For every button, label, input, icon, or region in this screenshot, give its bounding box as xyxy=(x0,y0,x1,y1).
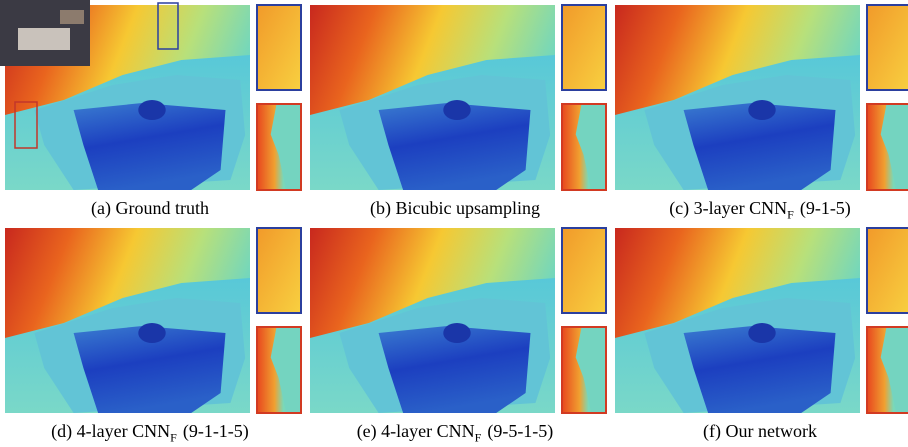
caption: (b) Bicubic upsampling xyxy=(305,198,605,219)
zoom-box-red xyxy=(14,101,38,149)
depth-map xyxy=(310,5,555,190)
inset-border xyxy=(256,103,302,191)
zoom-inset xyxy=(562,228,606,313)
inset-border xyxy=(256,227,302,314)
inset-border xyxy=(256,4,302,91)
depth-map xyxy=(615,228,860,413)
zoom-inset xyxy=(257,5,301,90)
caption: (a) Ground truth xyxy=(0,198,300,219)
zoom-inset xyxy=(257,104,301,190)
caption-caption: (e) 4-layer CNN xyxy=(356,421,475,441)
caption-subscript: F xyxy=(787,207,794,222)
depth-map xyxy=(5,228,250,413)
zoom-inset xyxy=(867,228,908,313)
caption-caption: (b) Bicubic upsampling xyxy=(370,198,540,218)
caption-caption: (c) 3-layer CNN xyxy=(669,198,788,218)
zoom-box-blue xyxy=(157,2,179,50)
zoom-inset xyxy=(562,327,606,413)
inset-border xyxy=(866,227,908,314)
caption-suffix: (9-1-5) xyxy=(799,198,851,218)
inset-border xyxy=(561,326,607,414)
caption: (d) 4-layer CNNF (9-1-1-5) xyxy=(0,421,300,446)
zoom-inset xyxy=(867,5,908,90)
caption-subscript: F xyxy=(474,430,482,445)
depth-map xyxy=(615,5,860,190)
caption-suffix: (9-5-1-5) xyxy=(487,421,554,441)
caption: (e) 4-layer CNNF (9-5-1-5) xyxy=(305,421,605,446)
rgb-window xyxy=(60,10,84,24)
zoom-inset xyxy=(867,104,908,190)
inset-border xyxy=(866,4,908,91)
caption-caption: (a) Ground truth xyxy=(91,198,209,218)
depth-map xyxy=(310,228,555,413)
inset-border xyxy=(561,103,607,191)
zoom-inset xyxy=(562,104,606,190)
inset-border xyxy=(866,103,908,191)
rgb-bed xyxy=(18,28,70,50)
caption-suffix: (9-1-1-5) xyxy=(182,421,249,441)
zoom-inset xyxy=(562,5,606,90)
caption-caption: (f) Our network xyxy=(703,421,817,441)
caption: (f) Our network xyxy=(610,421,908,442)
inset-border xyxy=(256,326,302,414)
inset-border xyxy=(561,4,607,91)
caption-subscript: F xyxy=(170,430,177,445)
zoom-inset xyxy=(867,327,908,413)
caption-caption: (d) 4-layer CNN xyxy=(51,421,171,441)
caption: (c) 3-layer CNNF (9-1-5) xyxy=(610,198,908,223)
inset-border xyxy=(866,326,908,414)
inset-border xyxy=(561,227,607,314)
zoom-inset xyxy=(257,327,301,413)
zoom-inset xyxy=(257,228,301,313)
